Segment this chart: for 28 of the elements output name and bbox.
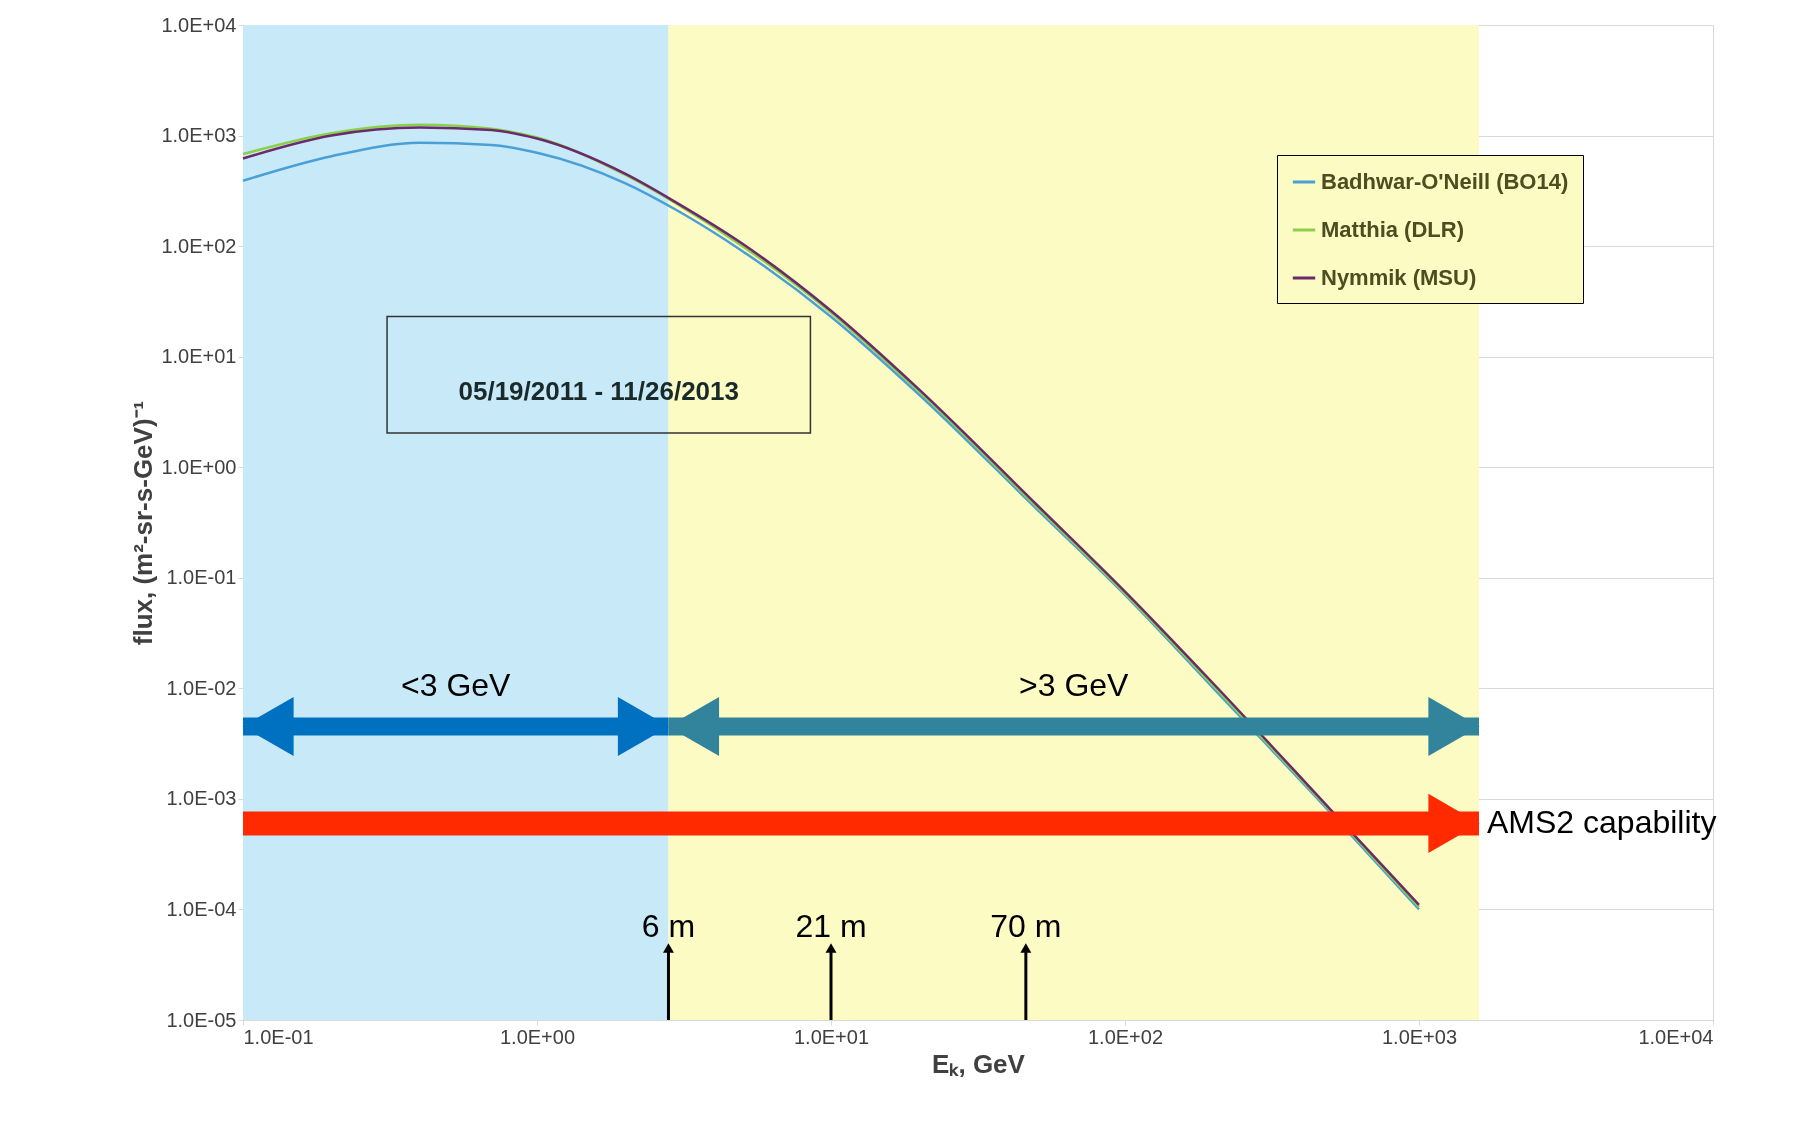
x-tick-label: 1.0E+00	[499, 1025, 576, 1048]
legend-label: Badhwar-O'Neill (BO14)	[1321, 169, 1569, 194]
y-tick-label: 1.0E-01	[166, 566, 237, 589]
ref-line-label: 6 m	[641, 908, 696, 944]
x-tick-label: 1.0E+03	[1381, 1025, 1458, 1048]
band-label: <3 GeV	[401, 667, 512, 704]
y-tick-label: 1.0E-04	[166, 897, 237, 920]
y-tick-label: 1.0E-05	[166, 1008, 237, 1031]
band-label: >3 GeV	[1019, 667, 1130, 704]
y-tick-label: 1.0E-02	[166, 676, 237, 699]
legend-label: Matthia (DLR)	[1321, 217, 1464, 242]
ref-line-label: 70 m	[990, 908, 1062, 944]
x-tick-label: 1.0E-01	[243, 1025, 314, 1048]
x-tick-label: 1.0E+04	[1638, 1025, 1714, 1048]
x-tick-label: 1.0E+01	[793, 1025, 870, 1048]
ref-line-label: 21 m	[795, 908, 867, 944]
legend-label: Nymmik (MSU)	[1321, 265, 1477, 290]
y-tick-label: 1.0E-03	[166, 787, 237, 810]
annotation: 05/19/2011 - 11/26/2013	[458, 376, 739, 407]
y-tick-label: 1.0E+04	[161, 13, 237, 36]
y-tick-label: 1.0E+01	[161, 345, 237, 368]
y-tick-label: 1.0E+03	[161, 124, 237, 147]
annotation: AMS2 capability	[1487, 804, 1717, 841]
x-axis-title: Eₖ, GeV	[932, 1048, 1026, 1079]
y-tick-label: 1.0E+00	[161, 455, 237, 478]
y-axis-title: flux, (m²-sr-s-GeV)⁻¹	[128, 400, 159, 646]
x-tick-label: 1.0E+02	[1087, 1025, 1164, 1048]
y-tick-label: 1.0E+02	[161, 234, 237, 257]
